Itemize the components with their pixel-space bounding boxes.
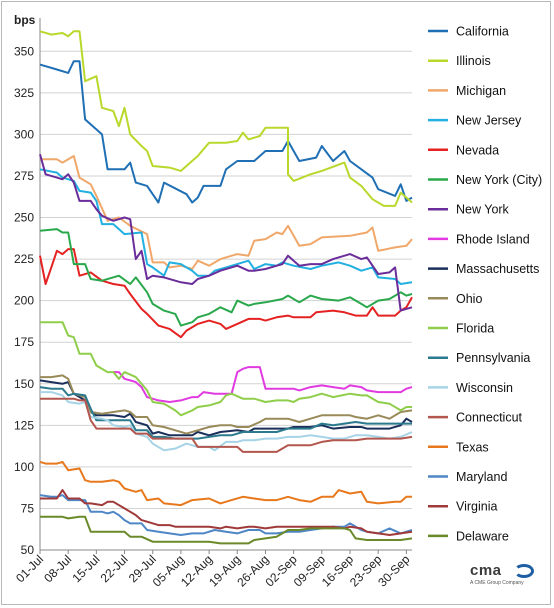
series-line-florida — [40, 321, 412, 417]
series-line-virginia — [40, 489, 413, 536]
y-tick-label: 100 — [14, 460, 34, 474]
x-axis-ticks: 01-Jul08-Jul15-Jul22-Jul29-Jul05-Aug12-A… — [13, 550, 413, 589]
legend-label: Ohio — [456, 292, 482, 306]
gridlines — [39, 18, 412, 551]
x-tick-label: 15-Jul — [69, 552, 102, 585]
legend-label: New York — [456, 203, 510, 217]
legend-label: Illinois — [456, 54, 491, 68]
x-tick-label: 08-Jul — [41, 552, 74, 585]
series-line-new-jersey — [39, 168, 413, 285]
logo-wordmark: cma — [470, 562, 502, 579]
series-line-pennsylvania — [39, 386, 412, 440]
y-tick-label: 75 — [21, 501, 35, 515]
logo-ring-icon — [514, 564, 534, 578]
legend-label: Rhode Island — [456, 232, 530, 246]
y-tick-label: 350 — [14, 44, 34, 58]
legend-label: Nevada — [456, 143, 499, 157]
logo-tagline: A CME Group Company — [470, 580, 524, 586]
y-tick-label: 150 — [14, 377, 34, 391]
y-tick-label: 325 — [14, 86, 34, 100]
legend: California Illinois Michigan New Jersey Neva… — [428, 25, 542, 543]
legend-label: Wisconsin — [456, 381, 513, 395]
legend-label: Maryland — [456, 470, 507, 484]
legend-label: Michigan — [456, 84, 506, 98]
series-line-illinois — [39, 30, 413, 207]
series-line-texas — [39, 460, 412, 507]
y-tick-label: 275 — [14, 169, 34, 183]
series-line-rhode-island — [113, 366, 413, 403]
series-line-california — [39, 60, 413, 204]
y-tick-label: 225 — [14, 252, 34, 266]
series-line-delaware — [40, 515, 413, 545]
legend-label: Delaware — [456, 529, 509, 543]
legend-label: Massachusetts — [456, 262, 539, 276]
series-line-new-york-city — [39, 228, 413, 327]
y-tick-label: 200 — [14, 294, 34, 308]
y-tick-label: 175 — [14, 335, 34, 349]
series-line-nevada — [39, 248, 413, 339]
x-tick-label: 30-Sep — [375, 552, 412, 589]
y-tick-label: 125 — [14, 418, 34, 432]
legend-label: Pennsylvania — [456, 351, 530, 365]
x-tick-label: 22-Jul — [98, 552, 131, 585]
legend-label: Virginia — [456, 500, 498, 514]
series-line-michigan — [40, 155, 413, 270]
cma-logo: cma A CME Group Company — [470, 562, 550, 592]
series-line-new-york — [39, 154, 413, 312]
legend-label: California — [456, 25, 509, 39]
series-lines — [39, 30, 413, 545]
y-axis-unit-label: bps — [14, 13, 36, 27]
legend-label: New York (City) — [456, 173, 542, 187]
y-tick-label: 50 — [21, 543, 35, 557]
y-tick-label: 250 — [14, 211, 34, 225]
y-tick-label: 300 — [14, 127, 34, 141]
legend-label: Florida — [456, 322, 494, 336]
legend-label: Texas — [456, 440, 489, 454]
legend-label: Connecticut — [456, 411, 523, 425]
x-tick-label: 01-Jul — [13, 552, 46, 585]
series-line-connecticut — [40, 397, 413, 453]
y-axis-ticks: 50 75 100 125 150 175 200 225 250 275 300 325 350 — [14, 44, 34, 557]
legend-label: New Jersey — [456, 114, 522, 128]
series-line-maryland — [39, 494, 413, 536]
